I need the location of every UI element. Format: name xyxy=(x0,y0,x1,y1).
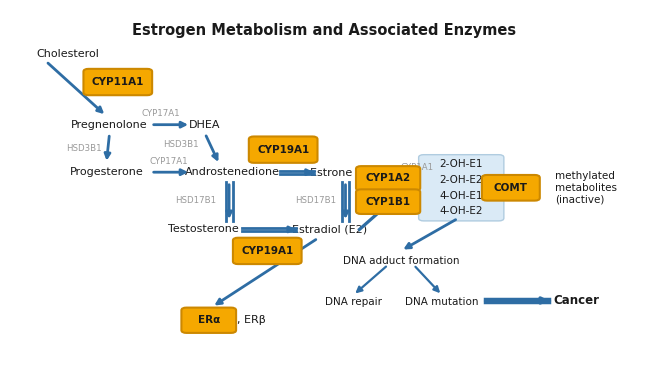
Text: ERα: ERα xyxy=(197,315,220,325)
Text: CYP1A2: CYP1A2 xyxy=(365,173,411,184)
FancyBboxPatch shape xyxy=(84,69,152,95)
Text: Progesterone: Progesterone xyxy=(69,167,143,177)
Text: DNA mutation: DNA mutation xyxy=(406,297,479,307)
Text: Pregnenolone: Pregnenolone xyxy=(71,120,148,130)
Text: Testosterone: Testosterone xyxy=(168,224,239,234)
Text: Estrogen Metabolism and Associated Enzymes: Estrogen Metabolism and Associated Enzym… xyxy=(132,23,517,38)
FancyBboxPatch shape xyxy=(419,155,504,221)
Text: HSD3B1: HSD3B1 xyxy=(66,144,102,153)
Text: CYP17A1: CYP17A1 xyxy=(150,157,189,166)
Text: CYP19A1: CYP19A1 xyxy=(257,145,310,155)
Text: Estrone (E1): Estrone (E1) xyxy=(310,167,378,177)
FancyBboxPatch shape xyxy=(356,189,420,214)
Text: (inactive): (inactive) xyxy=(555,195,604,205)
FancyBboxPatch shape xyxy=(233,238,302,264)
Text: Cholesterol: Cholesterol xyxy=(36,49,99,59)
Text: Androstenedione: Androstenedione xyxy=(185,167,280,177)
Text: HSD17B1: HSD17B1 xyxy=(175,196,216,205)
Text: Cancer: Cancer xyxy=(554,294,600,307)
Text: methylated: methylated xyxy=(555,171,615,181)
Text: DNA repair: DNA repair xyxy=(324,297,382,307)
Text: HSD17B1: HSD17B1 xyxy=(295,196,336,205)
FancyBboxPatch shape xyxy=(249,137,317,163)
Text: CYP17A1: CYP17A1 xyxy=(141,110,180,118)
Text: , ERβ: , ERβ xyxy=(238,315,266,325)
Text: CYP11A1: CYP11A1 xyxy=(92,77,144,87)
Text: CYP19A1: CYP19A1 xyxy=(241,246,293,256)
Text: DNA adduct formation: DNA adduct formation xyxy=(343,256,459,266)
Text: metabolites: metabolites xyxy=(555,183,617,193)
Text: CYP1A1: CYP1A1 xyxy=(400,163,434,172)
Text: HSD3B1: HSD3B1 xyxy=(163,141,199,150)
FancyBboxPatch shape xyxy=(356,166,420,191)
Text: COMT: COMT xyxy=(494,183,528,193)
Text: DHEA: DHEA xyxy=(189,120,221,130)
Text: Estradiol (E2): Estradiol (E2) xyxy=(292,224,367,234)
FancyBboxPatch shape xyxy=(182,308,236,333)
Text: 2-OH-E1
2-OH-E2
4-OH-E1
4-OH-E2: 2-OH-E1 2-OH-E2 4-OH-E1 4-OH-E2 xyxy=(439,160,483,216)
FancyBboxPatch shape xyxy=(482,175,540,201)
Text: CYP1B1: CYP1B1 xyxy=(365,197,411,207)
